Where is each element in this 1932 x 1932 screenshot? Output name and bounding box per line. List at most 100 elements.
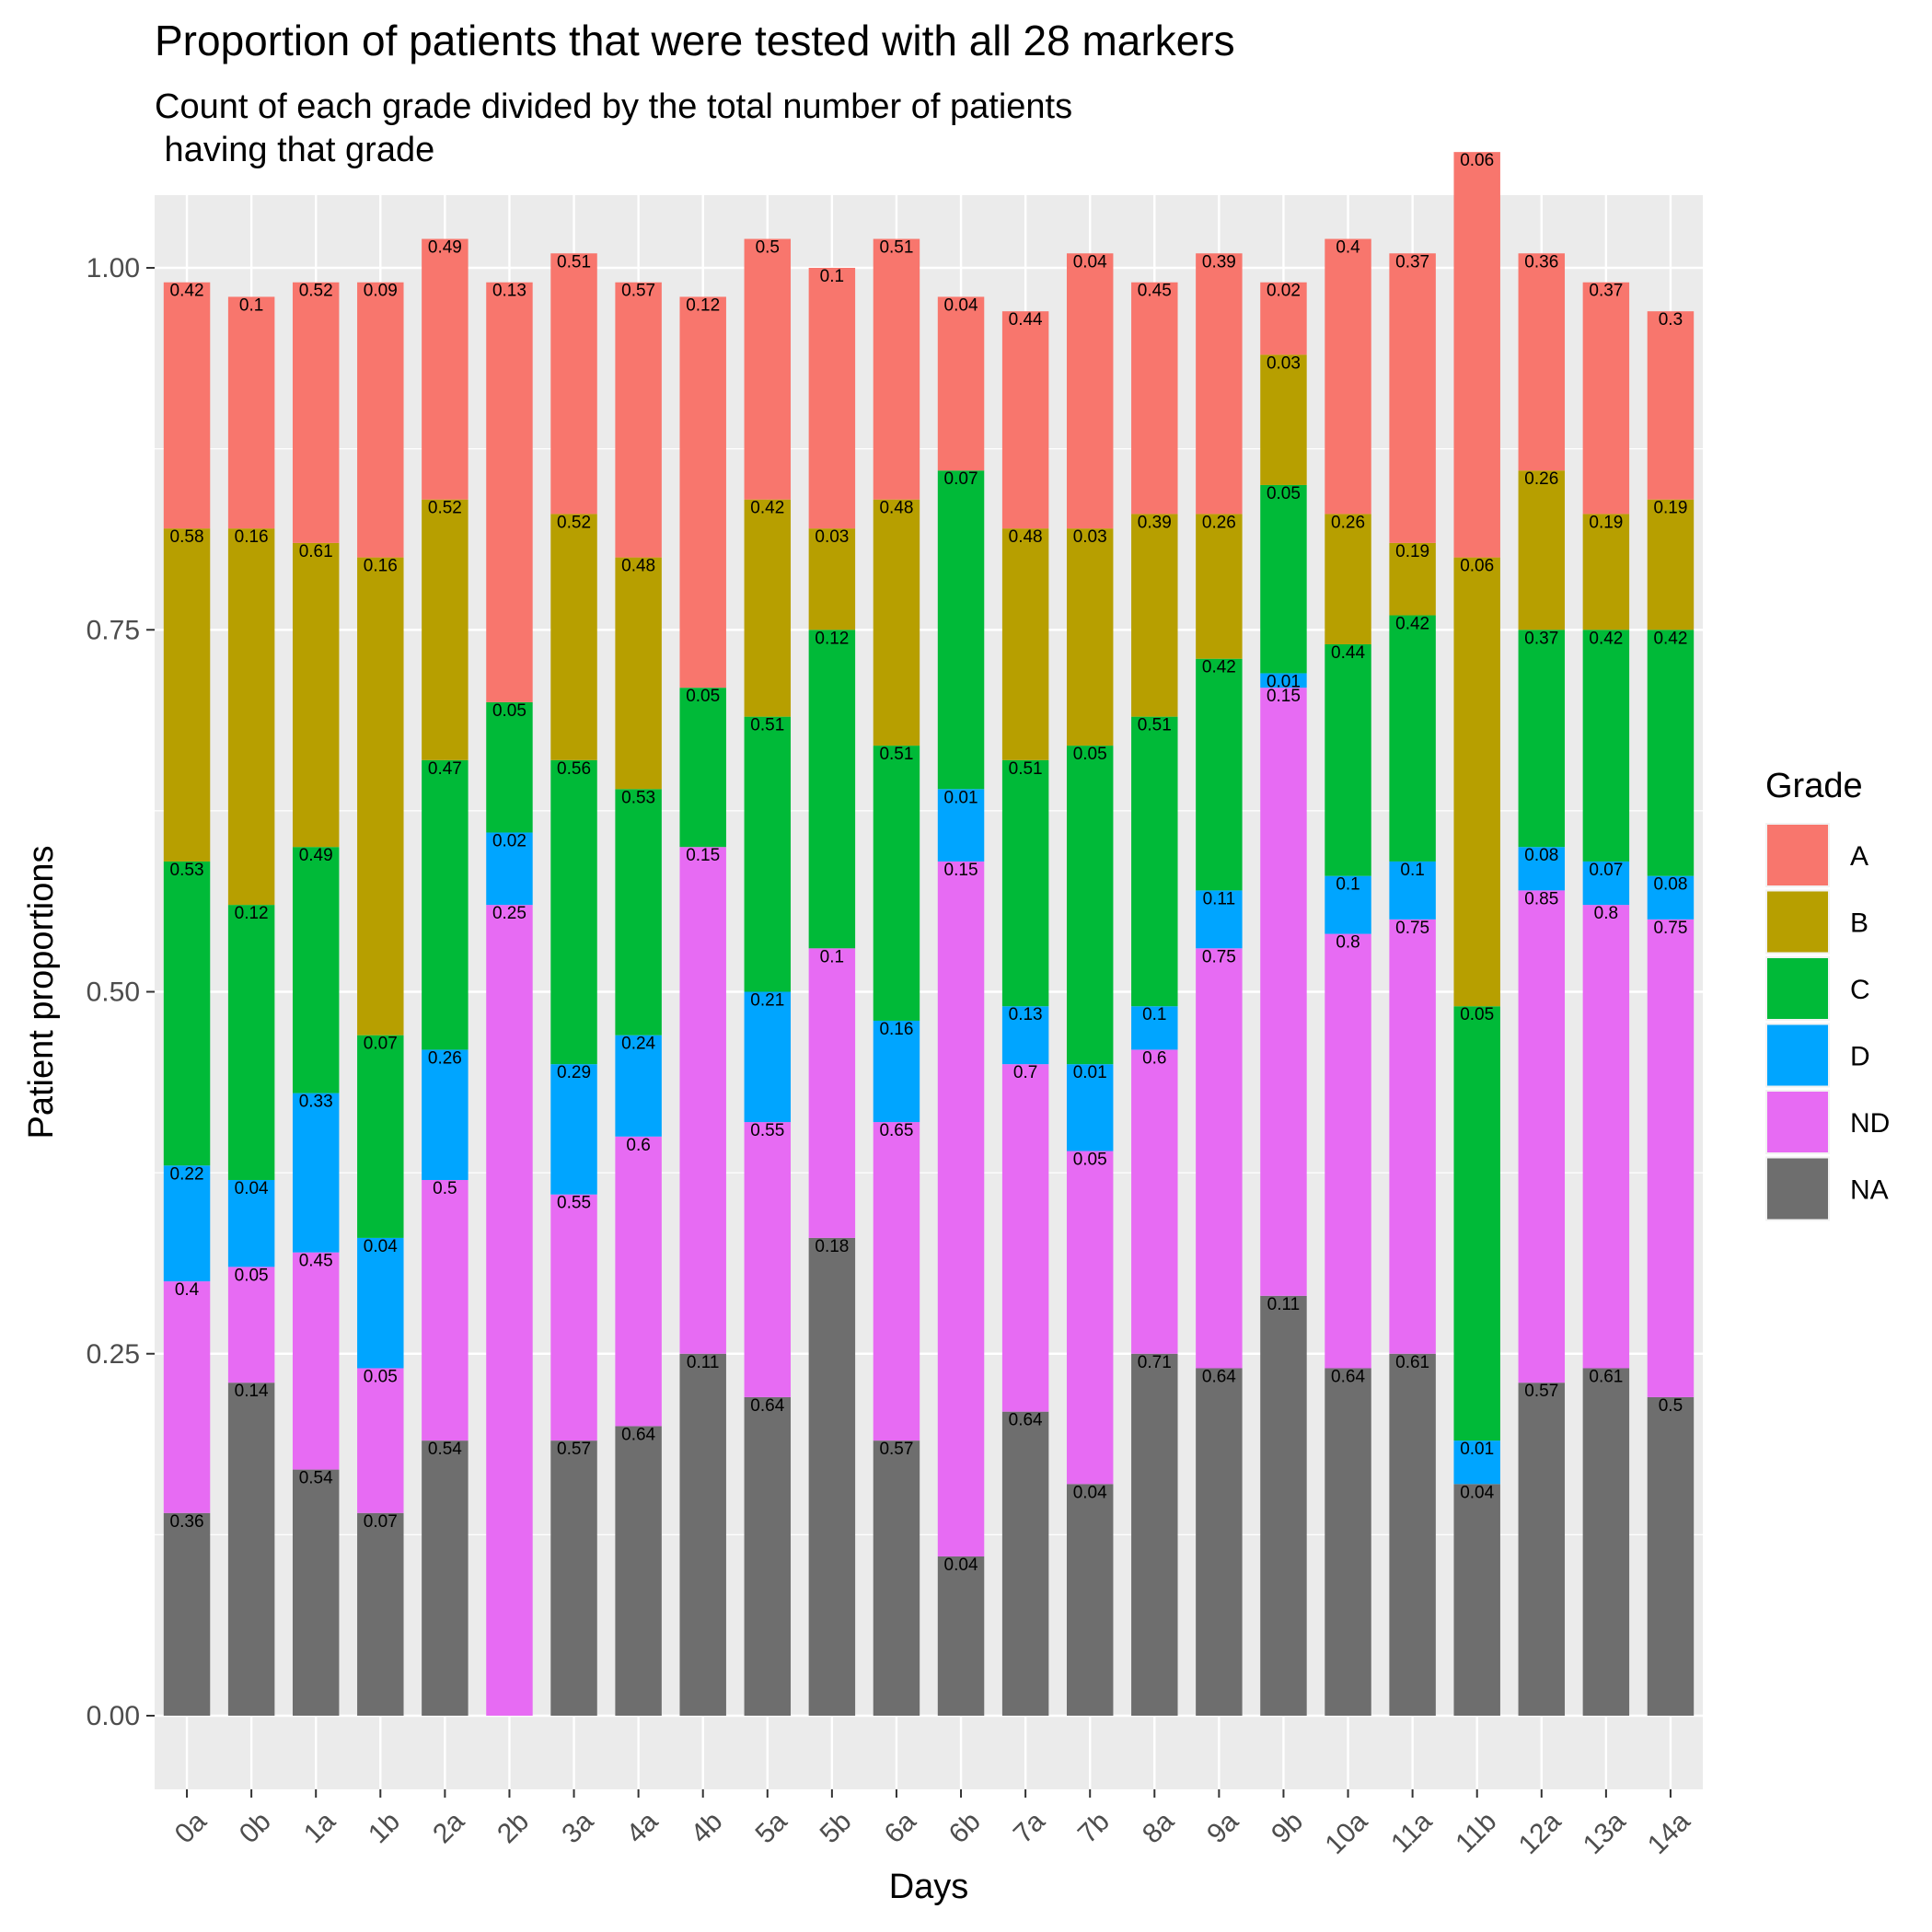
data-label: 0.1 [1142,1005,1166,1024]
data-label: 0.39 [1202,252,1236,272]
data-label: 0.04 [364,1237,398,1256]
data-label: 0.75 [1395,919,1429,938]
bar-segment-D-11b [1453,1440,1500,1485]
data-label: 0.65 [879,1121,913,1140]
data-label: 0.01 [1267,672,1301,691]
data-label: 0.55 [750,1121,784,1140]
y-tick-label: 0.50 [87,978,140,1008]
bar-segment-NA-11b [1453,1484,1500,1716]
legend-key-A [1767,825,1828,885]
data-label: 0.03 [815,527,849,547]
data-label: 0.04 [1073,1483,1107,1502]
bar-segment-C-4a [615,789,662,1035]
bar-segment-A-8a [1131,282,1178,515]
data-label: 0.26 [1524,469,1558,489]
legend-key-B [1767,891,1828,953]
data-label: 0.14 [235,1382,269,1401]
data-label: 0.19 [1653,499,1687,518]
data-label: 0.7 [1013,1063,1037,1082]
bar-stack-14a: 0.5 0.75 0.08 0.42 0.19 0.3 [1647,310,1695,1716]
bar-stack-10a: 0.64 0.8 0.1 0.44 0.26 0.4 [1325,238,1371,1716]
bar-stack-1a: 0.54 0.45 0.33 0.49 0.61 0.52 [292,282,340,1716]
bar-segment-A-9b [1260,282,1307,355]
data-label: 0.36 [1524,252,1558,272]
bar-segment-B-13a [1582,514,1630,631]
bar-segment-B-0b [227,528,275,906]
bar-segment-NA-1a [292,1469,340,1716]
bar-segment-A-2b [486,282,533,702]
bar-segment-D-2a [422,1049,469,1180]
bar-segment-C-12a [1518,630,1566,848]
bar-segment-D-9a [1196,890,1243,949]
data-label: 0.01 [1460,1440,1494,1459]
data-label: 0.64 [1331,1367,1365,1386]
data-label: 0.07 [1589,861,1623,880]
bar-segment-D-0a [163,1165,211,1282]
bar-segment-A-7b [1066,253,1114,529]
data-label: 0.64 [750,1396,784,1416]
data-label: 0.19 [1589,513,1623,532]
chart-subtitle-line-1: Count of each grade divided by the total… [155,87,1072,126]
x-tick-label: 0b [234,1806,277,1849]
data-label: 0.3 [1659,310,1683,330]
data-label: 0.51 [557,252,591,272]
data-label: 0.37 [1524,629,1558,648]
data-label: 0.12 [235,904,269,923]
data-label: 0.04 [235,1179,269,1198]
bar-segment-C-4b [679,688,726,848]
data-label: 0.13 [1009,1005,1043,1024]
data-label: 0.08 [1653,875,1687,895]
bar-segment-ND-9a [1196,948,1243,1369]
bar-segment-NA-9b [1260,1295,1307,1716]
bar-segment-C-14a [1647,630,1695,876]
bar-segment-A-14a [1647,311,1695,500]
bar-stack-9b: 0.11 0.150.01 0.05 0.03 0.02 [1260,282,1307,1716]
data-label: 0.07 [944,469,978,489]
bar-segment-ND-10a [1325,933,1371,1369]
data-label: 0.03 [1073,527,1107,547]
bar-segment-ND-0a [163,1281,211,1513]
bar-segment-B-7b [1066,528,1114,746]
bar-stack-2b: 0.25 0.02 0.05 0.13 [486,282,533,1716]
data-label: 0.07 [364,1035,398,1054]
data-label: 0.16 [879,1020,913,1039]
bar-segment-D-14a [1647,875,1695,920]
bar-segment-C-5b [808,630,856,949]
bar-segment-ND-0b [227,1267,275,1383]
bar-segment-C-2b [486,701,533,833]
bar-segment-A-0a [163,282,211,529]
bar-segment-NA-0b [227,1382,275,1716]
data-label: 0.58 [170,527,204,547]
data-label: 0.42 [170,282,204,301]
y-tick-label: 0.00 [87,1701,140,1731]
bar-segment-ND-2a [422,1179,469,1441]
data-label: 0.54 [299,1469,333,1488]
bar-segment-D-4a [615,1035,662,1137]
bar-segment-A-5b [808,268,856,529]
data-label: 0.01 [1073,1063,1107,1082]
bar-segment-D-3a [550,1064,597,1195]
bar-segment-ND-6a [873,1122,920,1441]
data-label: 0.4 [175,1280,200,1300]
data-label: 0.6 [1142,1048,1166,1068]
bar-segment-D-5a [744,991,792,1123]
bar-segment-ND-5b [808,948,856,1238]
data-label: 0.05 [1267,484,1301,503]
bar-segment-NA-6a [873,1440,920,1716]
bar-segment-ND-2b [486,905,533,1716]
bar-stack-8a: 0.71 0.6 0.1 0.51 0.39 0.45 [1131,282,1178,1716]
bar-segment-C-0a [163,861,211,1166]
bar-segment-NA-6b [937,1556,985,1716]
legend-key-D [1767,1024,1828,1086]
chart-title: Proportion of patients that were tested … [155,17,1235,64]
bar-segment-D-1b [357,1237,404,1369]
data-label: 0.19 [1395,542,1429,561]
data-label: 0.03 [1267,353,1301,373]
data-label: 0.39 [1138,513,1172,532]
x-tick-label: 12a [1513,1806,1568,1860]
data-label: 0.52 [299,282,333,301]
legend-key-ND [1767,1092,1828,1152]
data-label: 0.08 [1524,846,1558,865]
bar-segment-A-10a [1325,238,1371,515]
